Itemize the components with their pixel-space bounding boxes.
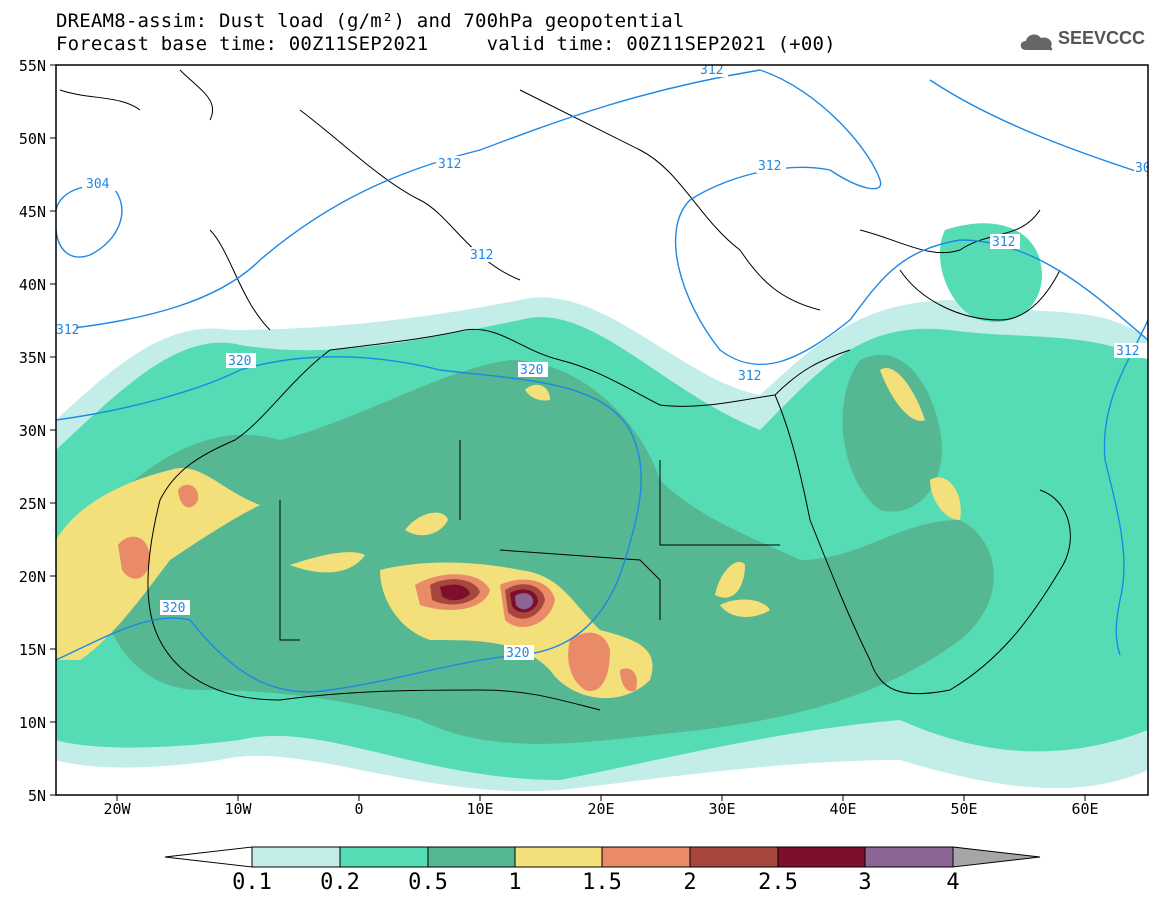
lon-label: 60E	[1071, 800, 1099, 818]
contour-320-east	[1103, 319, 1148, 656]
colorbar	[164, 846, 1041, 868]
colorbar-label: 4	[946, 870, 960, 895]
lon-label: 10W	[224, 800, 252, 818]
contour-label: 30	[1135, 161, 1151, 176]
tick-marks	[50, 64, 1086, 801]
lat-label: 20N	[18, 568, 46, 586]
logo-text: SEEVCCC	[1058, 28, 1146, 48]
lon-label: 30E	[708, 800, 736, 818]
lon-label: 0	[354, 800, 364, 818]
contour-label: 312	[700, 63, 723, 78]
lat-label: 40N	[18, 276, 46, 294]
colorbar-label: 0.1	[232, 870, 272, 895]
contour-label: 312	[56, 323, 79, 338]
lon-label: 20W	[103, 800, 131, 818]
map-title: DREAM8-assim: Dust load (g/m²) and 700hP…	[56, 10, 685, 32]
contour-312-ne	[929, 79, 1148, 176]
lat-label: 50N	[18, 130, 46, 148]
contour-label: 312	[758, 159, 781, 174]
lat-label: 5N	[27, 787, 46, 805]
colorbar-label: 1	[508, 870, 522, 895]
dust-1.5	[118, 536, 150, 579]
lon-label: 20E	[587, 800, 615, 818]
contour-320	[56, 356, 642, 693]
lon-label: 50E	[950, 800, 978, 818]
colorbar-label: 1.5	[582, 870, 622, 895]
lat-label: 10N	[18, 714, 46, 732]
contour-304	[56, 185, 123, 258]
contour-label: 312	[438, 157, 461, 172]
lat-label: 25N	[18, 495, 46, 513]
lat-label: 15N	[18, 641, 46, 659]
contour-312-north	[56, 69, 1148, 366]
colorbar-label: 0.2	[320, 870, 360, 895]
dust-0.5	[90, 360, 994, 744]
contour-label: 312	[992, 235, 1015, 250]
contour-label: 312	[470, 248, 493, 263]
lon-label: 40E	[829, 800, 857, 818]
contour-label: 312	[738, 369, 761, 384]
dust-0.5-arabia	[842, 354, 942, 512]
contour-label: 320	[162, 601, 185, 616]
contour-label: 312	[1116, 344, 1139, 359]
colorbar-label: 2.5	[758, 870, 798, 895]
lon-label: 10E	[466, 800, 494, 818]
map-subtitle: Forecast base time: 00Z11SEP2021 valid t…	[56, 33, 836, 55]
dust-1.0	[56, 468, 260, 660]
contour-label: 320	[520, 363, 543, 378]
contour-label: 320	[228, 354, 251, 369]
dust-2.5	[440, 584, 470, 601]
colorbar-label: 3	[858, 870, 872, 895]
contour-label: 320	[506, 646, 529, 661]
contour-label: 304	[86, 177, 110, 192]
colorbar-label: 2	[683, 870, 697, 895]
dust-3.0	[515, 593, 534, 610]
lat-label: 45N	[18, 203, 46, 221]
cloud-icon	[1020, 34, 1053, 51]
lat-label: 55N	[18, 57, 46, 75]
lat-label: 35N	[18, 349, 46, 367]
lat-label: 30N	[18, 422, 46, 440]
colorbar-label: 0.5	[408, 870, 448, 895]
